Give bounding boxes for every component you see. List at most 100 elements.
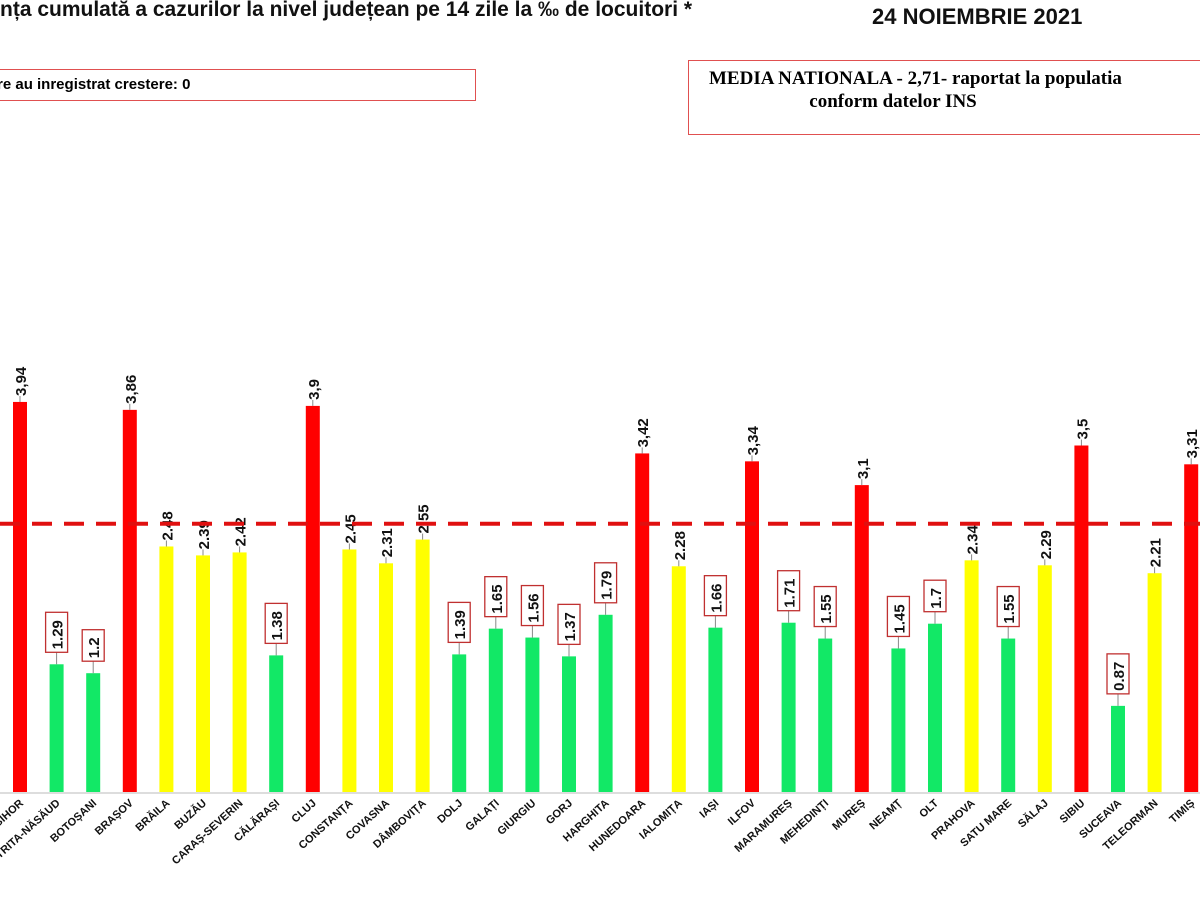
data-label: 1.79	[599, 571, 616, 600]
bar-harghita	[598, 614, 613, 792]
category-label: BIHOR	[0, 797, 26, 830]
data-label: 2.29	[1038, 530, 1055, 559]
data-label: 1.38	[269, 611, 286, 640]
category-label: ILFOV	[726, 797, 759, 828]
data-label: 1.66	[708, 583, 725, 612]
bar-constanța	[342, 549, 357, 792]
category-label: SIBIU	[1058, 797, 1088, 826]
data-label: 1.2	[86, 637, 103, 658]
data-label-box	[264, 602, 288, 645]
data-label: 3,1	[855, 458, 872, 479]
category-label: GORJ	[544, 797, 575, 827]
category-label: DOLJ	[435, 797, 465, 826]
data-label-box	[923, 579, 947, 613]
data-label: 1.29	[50, 620, 67, 649]
bar-dâmbovița	[415, 539, 430, 792]
bar-maramureș	[781, 622, 796, 792]
data-label-box	[776, 570, 801, 612]
bar-prahova	[964, 560, 979, 792]
bar-mureș	[854, 485, 869, 792]
data-label-box	[81, 629, 105, 662]
national-average-box: MEDIA NATIONALA - 2,71- raportat la popu…	[688, 60, 1200, 135]
bar-brașov	[122, 409, 137, 792]
category-label: NEAMȚ	[867, 797, 904, 832]
national-average-line1: MEDIA NATIONALA - 2,71- raportat la popu…	[709, 68, 1122, 89]
bar-sălaj	[1037, 565, 1052, 792]
data-label: 0.87	[1111, 662, 1128, 691]
data-label-box	[593, 562, 618, 604]
data-label: 3,9	[306, 379, 323, 400]
data-label: 2.55	[416, 504, 433, 533]
bar-giurgiu	[525, 637, 540, 792]
category-label: MUREȘ	[830, 797, 868, 833]
chart-title: nța cumulată a cazurilor la nivel județe…	[0, 0, 693, 21]
category-label: SĂLAJ	[1015, 797, 1050, 831]
data-label: 1.55	[818, 594, 835, 623]
data-label-box	[813, 585, 837, 628]
category-label: OLT	[917, 797, 941, 820]
data-label: 1.39	[452, 610, 469, 639]
bar-timiș	[1184, 464, 1199, 792]
data-label: 1.65	[489, 584, 506, 613]
data-label: 1.45	[891, 604, 908, 633]
bar-mehedinți	[818, 638, 833, 792]
category-label: IAȘI	[697, 797, 721, 820]
bar-caraș-severin	[232, 552, 247, 792]
data-label: 3,86	[123, 375, 140, 404]
increase-note-box: re au inregistrat crestere: 0	[0, 69, 476, 101]
data-label: 2.42	[233, 517, 250, 546]
data-label: 2.39	[196, 520, 213, 549]
bar-olt	[928, 623, 942, 792]
bar-bihor	[13, 401, 27, 792]
data-label: 1.71	[782, 579, 799, 608]
data-label: 1.56	[525, 593, 542, 622]
data-label-box	[447, 601, 471, 644]
national-average-line2: conform datelor INS	[809, 91, 977, 112]
category-label: BUZĂU	[172, 797, 209, 832]
data-label-box	[484, 576, 508, 618]
category-label: TIMIȘ	[1167, 797, 1197, 826]
data-label: 1.37	[562, 612, 579, 641]
data-label: 3,42	[635, 418, 652, 447]
bar-satu mare	[1001, 638, 1016, 792]
category-label: GIURGIU	[495, 797, 538, 837]
data-label: 1.55	[1001, 594, 1018, 623]
bar-ilfov	[745, 461, 759, 792]
bar-teleorman	[1147, 573, 1162, 792]
bar-hunedoara	[635, 453, 650, 792]
bar-ialomița	[671, 566, 686, 792]
bar-buzău	[196, 555, 210, 792]
data-label: 3,31	[1184, 429, 1200, 458]
bar-galați	[488, 628, 503, 792]
category-label: BRAȘOV	[93, 797, 136, 838]
bar-suceava	[1111, 705, 1125, 792]
data-label: 3,94	[13, 366, 30, 396]
data-label-box	[703, 575, 728, 617]
data-label: 2.21	[1148, 538, 1165, 567]
bar-gorj	[562, 656, 576, 792]
bar-neamț	[891, 648, 906, 792]
data-label: 2.28	[672, 531, 689, 560]
bar-sibiu	[1074, 445, 1089, 792]
data-label-box	[557, 603, 581, 646]
bar-bistrița-năsăud	[49, 664, 64, 792]
report-date: 24 NOIEMBRIE 2021	[872, 4, 1083, 29]
bar-iași	[708, 627, 723, 792]
data-label: 2.48	[159, 511, 176, 540]
category-label: CLUJ	[289, 797, 318, 825]
bar-călărași	[269, 655, 284, 792]
data-label-box	[996, 585, 1020, 628]
data-label: 2.45	[342, 514, 359, 543]
data-label-box	[1106, 653, 1130, 695]
data-label: 3,34	[745, 425, 762, 455]
data-label: 2.34	[965, 524, 982, 554]
data-label: 1.7	[928, 588, 945, 609]
data-label-box	[520, 584, 545, 627]
bar-botoșani	[86, 673, 101, 792]
data-label: 3,5	[1074, 419, 1091, 440]
bar-cluj	[305, 405, 320, 792]
bar-brăila	[159, 546, 174, 792]
category-label: BRĂILA	[133, 797, 173, 835]
bar-dolj	[452, 654, 467, 792]
